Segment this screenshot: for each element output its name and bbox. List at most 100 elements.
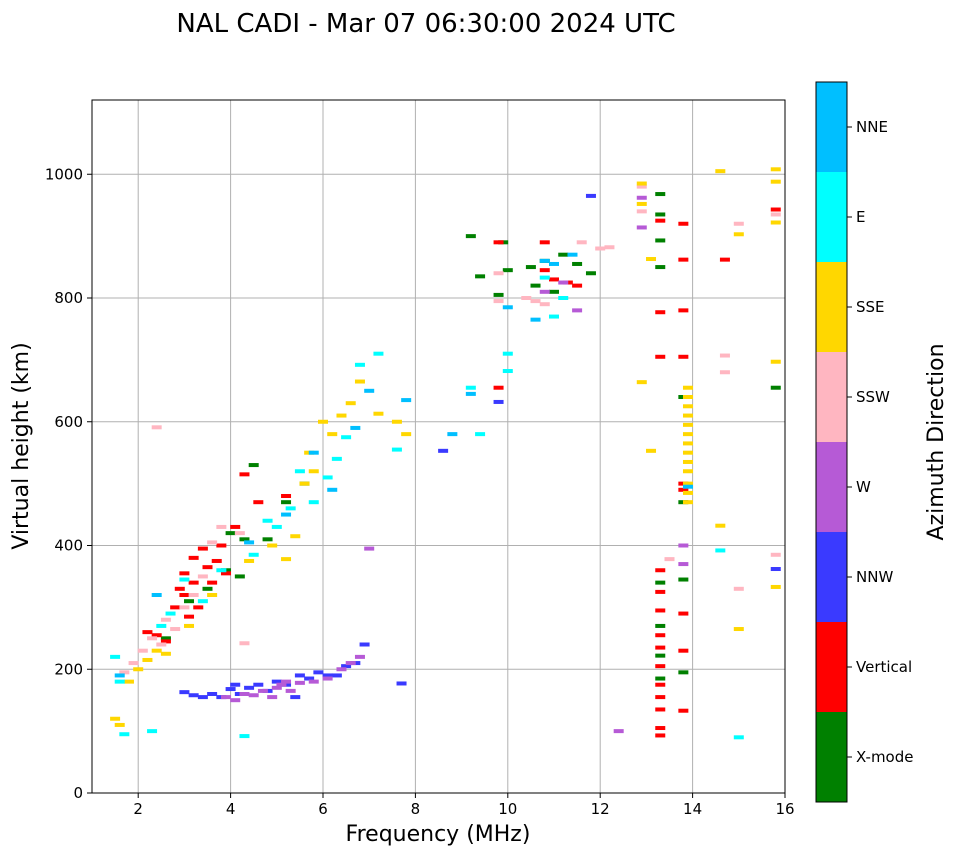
data-point	[636, 195, 647, 200]
y-tick-label: 800	[54, 289, 83, 307]
colorbar-tick-label: W	[856, 478, 871, 496]
data-point	[655, 726, 666, 731]
data-point	[373, 351, 384, 356]
data-point	[322, 676, 333, 681]
data-point	[202, 565, 213, 570]
data-point	[142, 630, 153, 635]
data-marks	[110, 167, 781, 740]
data-point	[234, 574, 245, 579]
data-point	[401, 432, 412, 437]
data-point	[493, 299, 504, 304]
data-point	[151, 593, 162, 597]
series-vertical	[142, 207, 781, 738]
data-point	[493, 385, 504, 390]
colorbar-tick-label: E	[856, 208, 865, 226]
y-axis-ticks: 0 200 400 600 800 1000	[45, 165, 92, 802]
data-point	[179, 577, 190, 582]
data-point	[281, 494, 292, 498]
data-point	[572, 308, 583, 313]
data-point	[281, 557, 292, 562]
data-point	[391, 447, 402, 452]
data-point	[558, 296, 569, 300]
data-point	[184, 614, 195, 619]
data-point	[475, 274, 486, 279]
data-point	[207, 580, 218, 585]
data-point	[170, 605, 181, 610]
data-point	[682, 450, 693, 455]
data-point	[327, 432, 338, 437]
data-point	[604, 245, 615, 250]
data-point	[715, 548, 726, 553]
colorbar-tick-label: NNW	[856, 568, 893, 586]
data-point	[239, 537, 250, 542]
data-point	[253, 500, 264, 505]
x-tick-label: 14	[683, 800, 702, 818]
data-point	[123, 679, 134, 684]
data-point	[257, 688, 268, 693]
data-point	[373, 411, 384, 416]
data-point	[322, 475, 333, 480]
data-point	[502, 369, 513, 374]
data-point	[197, 574, 208, 579]
colorbar-frame	[815, 81, 848, 803]
data-point	[331, 673, 342, 678]
data-point	[322, 673, 333, 678]
x-tick-label: 16	[775, 800, 794, 818]
data-point	[655, 568, 666, 573]
data-point	[345, 401, 356, 406]
data-point	[248, 463, 259, 468]
data-point	[636, 225, 647, 230]
data-point	[646, 257, 657, 262]
data-point	[655, 608, 666, 613]
data-point	[184, 623, 195, 628]
data-point	[110, 654, 121, 659]
data-point	[114, 679, 125, 684]
data-point	[401, 398, 412, 403]
data-point	[216, 568, 227, 573]
data-point	[197, 695, 208, 700]
data-point	[230, 524, 241, 529]
data-point	[682, 413, 693, 418]
data-point	[179, 690, 190, 695]
data-point	[655, 733, 666, 738]
data-point	[119, 732, 130, 737]
data-point	[230, 698, 241, 703]
data-point	[290, 695, 301, 700]
data-point	[179, 571, 190, 576]
data-point	[655, 633, 666, 638]
data-point	[165, 611, 176, 616]
data-point	[549, 289, 559, 294]
data-point	[114, 673, 125, 678]
data-point	[655, 695, 666, 700]
data-point	[239, 734, 250, 739]
data-point	[678, 648, 689, 653]
data-point	[715, 169, 726, 174]
data-point	[682, 459, 693, 464]
x-tick-label: 2	[133, 800, 143, 818]
x-tick-label: 10	[498, 800, 517, 818]
data-point	[341, 435, 352, 440]
data-point	[327, 487, 338, 492]
data-point	[197, 599, 208, 604]
data-point	[678, 487, 689, 492]
y-tick-label: 600	[54, 413, 83, 431]
data-point	[682, 441, 693, 446]
data-point	[733, 627, 744, 632]
data-point	[655, 212, 666, 217]
data-point	[655, 192, 666, 197]
data-point	[539, 302, 550, 307]
data-point	[220, 695, 231, 700]
data-point	[678, 670, 689, 675]
data-point	[733, 232, 744, 237]
data-point	[156, 623, 167, 628]
colorbar-segment	[816, 172, 847, 262]
data-point	[678, 257, 689, 262]
colorbar-segment	[816, 352, 847, 442]
data-point	[308, 450, 319, 455]
data-point	[678, 577, 689, 582]
data-point	[664, 557, 675, 562]
data-point	[271, 679, 282, 684]
colorbar-tick-label: NNE	[856, 118, 888, 136]
data-point	[613, 729, 624, 734]
data-point	[248, 552, 259, 557]
